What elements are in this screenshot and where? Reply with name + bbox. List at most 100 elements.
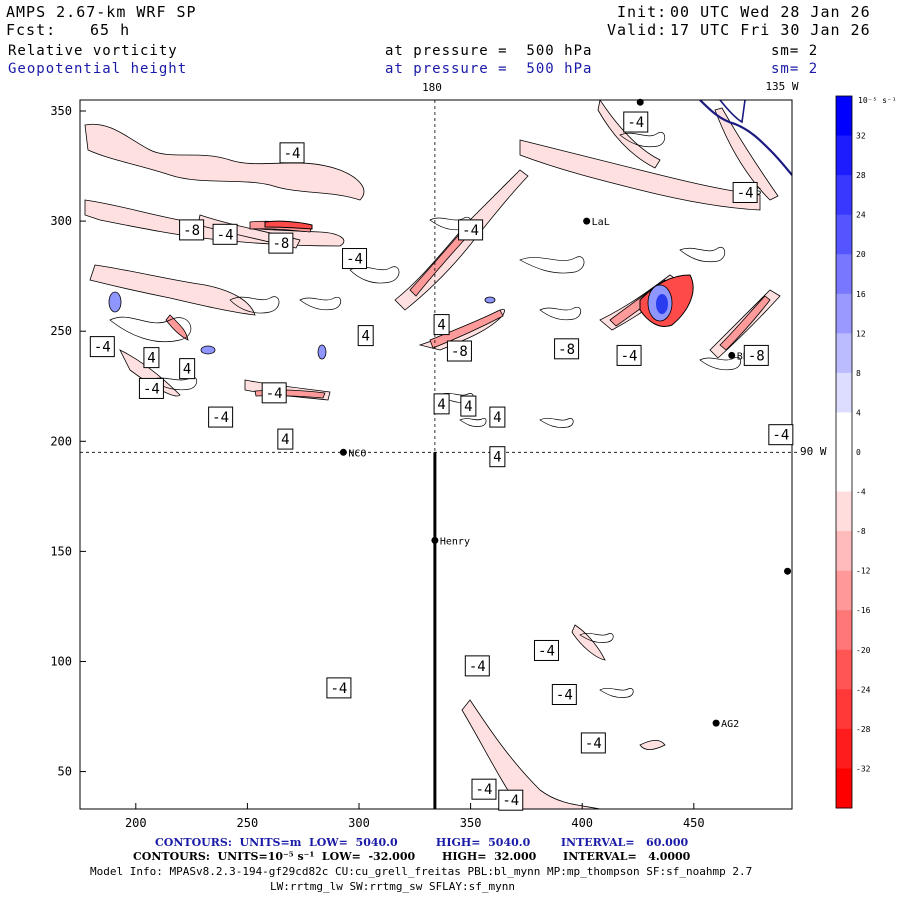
contour-label: -4 — [462, 223, 479, 239]
contour-field — [84, 100, 792, 809]
contour-label: -8 — [183, 223, 200, 239]
contour-label-box — [357, 325, 374, 347]
colorbar-tick-label: -16 — [856, 606, 871, 615]
contour-label-box — [533, 639, 559, 661]
colorbar-tick-label: -8 — [856, 527, 866, 536]
station-dot — [636, 98, 644, 106]
colorbar-unit-label: 10⁻⁵ s⁻¹ — [858, 96, 897, 105]
init-label: Init: — [617, 3, 668, 21]
colorbar-tick-label: 8 — [856, 369, 861, 378]
contour-label: -4 — [217, 227, 234, 243]
contour-label-group: 4 — [277, 428, 294, 450]
contours-height-info: CONTOURS: UNITS=m LOW= 5040.0 HIGH= 5040… — [155, 836, 689, 849]
contour-label-box — [623, 111, 649, 133]
contour-label-box — [212, 223, 238, 245]
colorbar-swatch — [836, 649, 852, 690]
contour-labels: -4 -4 -4 -8 -4 -8 -4 -4 4 4 -4 4 -8 -8 -4 -8 4 -4 -4 4 4 -4 4 4… — [89, 111, 794, 811]
colorbar: 32 28 24 20 16 12 8 4 0 -4 -8 -12 -16 -20 -24 -28 -32 — [835, 95, 871, 809]
contour-label-box — [326, 677, 352, 699]
contour-label-group: -4 — [89, 336, 115, 358]
contour-label-box — [489, 406, 506, 428]
station-dot — [583, 217, 591, 225]
contour-label-group: -8 — [554, 338, 580, 360]
contour-label: 4 — [437, 397, 445, 413]
contour-label-group: -8 — [179, 219, 205, 241]
colorbar-tick-label: 32 — [856, 132, 866, 141]
colorbar-tick-label: -12 — [856, 567, 871, 576]
contours-vorticity-info: CONTOURS: UNITS=10⁻⁵ s⁻¹ LOW= -32.000 HI… — [133, 850, 691, 863]
valid-value: 17 UTC Fri 30 Jan 26 — [670, 21, 871, 39]
colorbar-tick-label: -28 — [856, 725, 871, 734]
colorbar-tick-label: 12 — [856, 329, 866, 338]
contour-label-box — [433, 393, 450, 415]
contour-label-group: -8 — [743, 344, 769, 366]
contour-label-box — [208, 406, 234, 428]
field-name-height: Geopotential height — [8, 61, 188, 77]
colorbar-swatch — [836, 531, 852, 572]
x-tick-label: 400 — [571, 816, 593, 830]
y-tick-label: 300 — [50, 214, 72, 228]
contour-label-group: -4 — [580, 732, 606, 754]
init-value: 00 UTC Wed 28 Jan 26 — [670, 3, 871, 21]
contour-label-box — [446, 340, 472, 362]
contour-label-box — [433, 314, 450, 336]
contour-label: -8 — [748, 348, 765, 364]
contour-label-box — [179, 219, 205, 241]
contour-label-box — [279, 142, 305, 164]
model-info-line1: Model Info: MPASv8.2.3-194-gf29cd82c CU:… — [90, 865, 753, 878]
contour-label-box — [458, 219, 484, 241]
contour-label-box — [143, 347, 160, 369]
contour-label-box — [616, 344, 642, 366]
station-dot — [712, 719, 720, 727]
contour-label: -4 — [737, 185, 754, 201]
contour-label: 4 — [437, 318, 445, 334]
contour-label: -4 — [143, 381, 160, 397]
contour-label-box — [551, 684, 577, 706]
station-label: NCO — [348, 448, 366, 459]
contour-label-group: -4 — [208, 406, 234, 428]
colorbar-swatch — [836, 452, 852, 493]
colorbar-tick-label: 20 — [856, 250, 866, 259]
contour-label: 4 — [493, 450, 501, 466]
contour-label: -8 — [558, 342, 575, 358]
colorbar-tick-label: 4 — [856, 408, 861, 417]
colorbar-swatch — [836, 570, 852, 611]
colorbar-swatch — [836, 610, 852, 651]
contour-label-group: 4 — [357, 325, 374, 347]
station-dot — [431, 536, 439, 544]
contour-label-box — [580, 732, 606, 754]
colorbar-swatch — [836, 412, 852, 453]
contour-label: -8 — [272, 236, 289, 252]
contour-label: -4 — [585, 736, 602, 752]
contour-label: -8 — [451, 344, 468, 360]
contour-label-box — [261, 382, 287, 404]
contour-label-group: 4 — [433, 393, 450, 415]
contour-label-group: -4 — [768, 424, 794, 446]
station-dot — [728, 351, 736, 359]
colorbar-swatch — [836, 689, 852, 730]
contour-label: 4 — [183, 362, 191, 378]
colorbar-tick-label: 28 — [856, 171, 866, 180]
field-smoothing-height: sm= 2 — [771, 61, 819, 77]
contour-label: -4 — [94, 340, 111, 356]
x-tick-label: 350 — [460, 816, 482, 830]
contour-label: -4 — [212, 410, 229, 426]
contour-label-group: -4 — [732, 181, 758, 203]
contour-label-group: -4 — [623, 111, 649, 133]
contour-label-group: -4 — [471, 778, 497, 800]
contour-label: -4 — [621, 348, 638, 364]
colorbar-swatch — [836, 96, 852, 137]
contour-label: -4 — [627, 115, 644, 131]
model-title: AMPS 2.67-km WRF SP — [6, 3, 197, 21]
meridian-label-135w: 135 W — [765, 80, 798, 93]
contour-label: -4 — [330, 681, 347, 697]
contour-label-box — [89, 336, 115, 358]
contour-label-box — [277, 428, 294, 450]
contour-label-box — [489, 446, 506, 468]
field-smoothing-vorticity: sm= 2 — [771, 43, 819, 59]
contour-label-group: -4 — [342, 248, 368, 270]
colorbar-swatch — [836, 491, 852, 532]
contour-label-group: 4 — [460, 395, 477, 417]
contour-label-box — [768, 424, 794, 446]
x-tick-label: 200 — [125, 816, 147, 830]
